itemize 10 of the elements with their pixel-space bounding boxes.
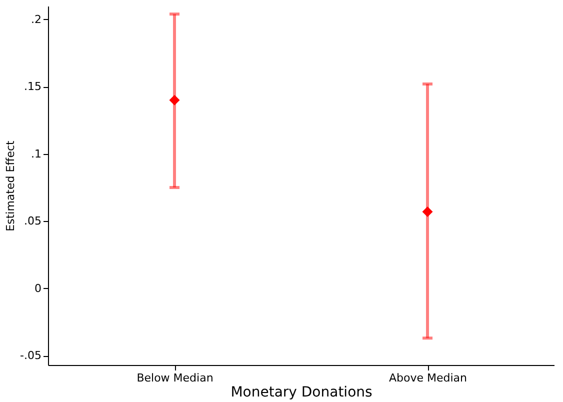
- y-axis-title: Estimated Effect: [4, 140, 18, 232]
- x-tick-label: Below Median: [136, 372, 214, 384]
- y-tick-label: -.05: [20, 349, 42, 362]
- y-tick-label: .2: [31, 12, 42, 26]
- y-tick-label: .15: [24, 80, 42, 94]
- y-tick-label: 0: [34, 282, 42, 295]
- x-tick-label: Above Median: [388, 372, 468, 384]
- x-axis-title: Monetary Donations: [230, 384, 372, 400]
- y-tick-label: .1: [31, 147, 42, 160]
- y-tick-label: .05: [24, 214, 42, 228]
